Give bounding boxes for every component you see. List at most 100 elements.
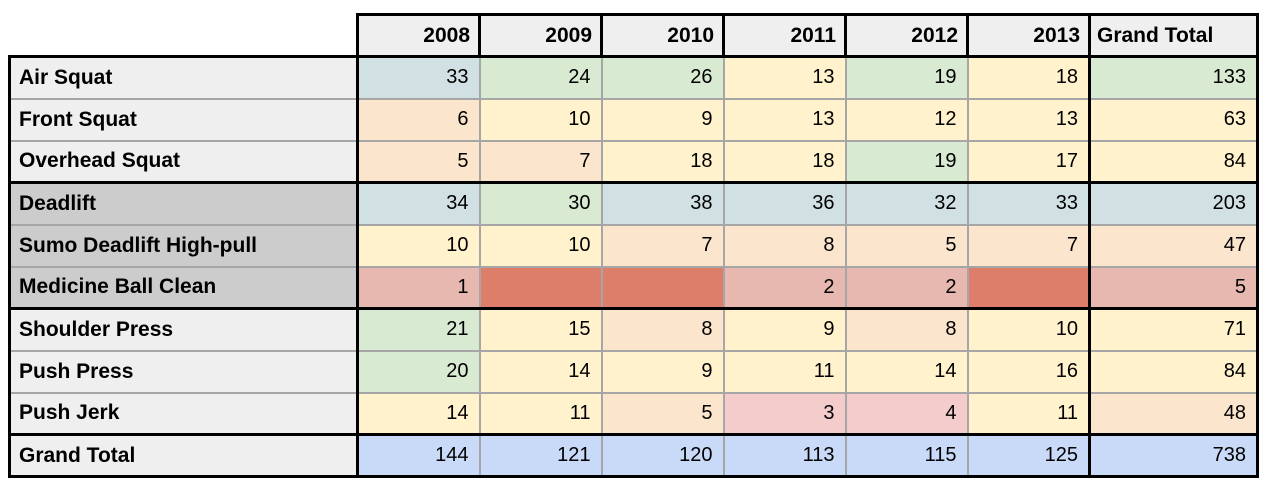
data-cell[interactable]: 20 <box>356 349 481 394</box>
data-cell[interactable] <box>600 265 725 310</box>
data-cell[interactable]: 115 <box>844 433 969 478</box>
table-header-row: 2008 2009 2010 2011 2012 2013 Grand Total <box>9 13 1259 58</box>
data-cell[interactable]: 14 <box>356 391 481 436</box>
data-cell[interactable]: 9 <box>722 307 847 352</box>
data-cell[interactable]: 9 <box>600 349 725 394</box>
data-cell[interactable]: 2 <box>722 265 847 310</box>
table-row: Deadlift 34 30 38 36 32 33 203 <box>8 181 1259 226</box>
table-row: Front Squat 6 10 9 13 12 13 63 <box>8 97 1259 142</box>
data-cell[interactable]: 33 <box>966 181 1091 226</box>
data-cell[interactable]: 2 <box>844 265 969 310</box>
row-label[interactable]: Medicine Ball Clean <box>8 265 359 310</box>
data-cell[interactable]: 10 <box>478 97 603 142</box>
data-cell[interactable]: 7 <box>478 139 603 184</box>
data-cell[interactable]: 14 <box>478 349 603 394</box>
row-label[interactable]: Overhead Squat <box>8 139 359 184</box>
data-cell[interactable]: 13 <box>966 97 1091 142</box>
corner-cell <box>9 14 358 57</box>
data-cell[interactable]: 18 <box>600 139 725 184</box>
row-label[interactable]: Grand Total <box>8 433 359 478</box>
data-cell[interactable]: 10 <box>966 307 1091 352</box>
data-cell[interactable]: 8 <box>722 223 847 268</box>
data-cell[interactable]: 33 <box>356 55 481 100</box>
grand-total-cell[interactable]: 47 <box>1088 223 1259 268</box>
grand-total-cell[interactable]: 5 <box>1088 265 1259 310</box>
grand-total-cell[interactable]: 48 <box>1088 391 1259 436</box>
header-cell-year-2013[interactable]: 2013 <box>966 13 1091 58</box>
data-cell[interactable]: 4 <box>844 391 969 436</box>
data-cell[interactable]: 8 <box>844 307 969 352</box>
row-label[interactable]: Shoulder Press <box>8 307 359 352</box>
data-cell[interactable]: 19 <box>844 55 969 100</box>
header-cell-grand-total[interactable]: Grand Total <box>1088 13 1259 58</box>
data-cell[interactable]: 34 <box>356 181 481 226</box>
table-body: Air Squat 33 24 26 13 19 18 133 Front Squat 6 10 9 1… <box>8 55 1259 478</box>
data-cell[interactable]: 8 <box>600 307 725 352</box>
data-cell[interactable]: 5 <box>356 139 481 184</box>
data-cell[interactable]: 12 <box>844 97 969 142</box>
data-cell[interactable]: 1 <box>356 265 481 310</box>
header-cell-year-2011[interactable]: 2011 <box>722 13 847 58</box>
data-cell[interactable]: 7 <box>966 223 1091 268</box>
data-cell[interactable]: 21 <box>356 307 481 352</box>
data-cell[interactable]: 32 <box>844 181 969 226</box>
data-cell[interactable] <box>966 265 1091 310</box>
table-row: Medicine Ball Clean 1 2 2 5 <box>8 265 1259 310</box>
table-row: Grand Total 144 121 120 113 115 125 738 <box>8 433 1259 478</box>
data-cell[interactable]: 113 <box>722 433 847 478</box>
table-row: Overhead Squat 5 7 18 18 19 17 84 <box>8 139 1259 184</box>
data-cell[interactable]: 11 <box>722 349 847 394</box>
data-cell[interactable]: 26 <box>600 55 725 100</box>
row-label[interactable]: Sumo Deadlift High-pull <box>8 223 359 268</box>
data-cell[interactable]: 125 <box>966 433 1091 478</box>
data-cell[interactable]: 13 <box>722 97 847 142</box>
table-header: 2008 2009 2010 2011 2012 2013 Grand Total <box>9 13 1259 58</box>
grand-total-cell[interactable]: 133 <box>1088 55 1259 100</box>
table-row: Sumo Deadlift High-pull 10 10 7 8 5 7 47 <box>8 223 1259 268</box>
data-cell[interactable]: 120 <box>600 433 725 478</box>
data-cell[interactable]: 7 <box>600 223 725 268</box>
data-cell[interactable] <box>478 265 603 310</box>
data-cell[interactable]: 18 <box>966 55 1091 100</box>
row-label[interactable]: Air Squat <box>8 55 359 100</box>
grand-total-cell[interactable]: 63 <box>1088 97 1259 142</box>
header-cell-year-2009[interactable]: 2009 <box>478 13 603 58</box>
data-cell[interactable]: 19 <box>844 139 969 184</box>
exercise-year-pivot-table: 2008 2009 2010 2011 2012 2013 Grand Total Air … <box>8 13 1259 478</box>
grand-total-cell[interactable]: 71 <box>1088 307 1259 352</box>
data-cell[interactable]: 11 <box>966 391 1091 436</box>
row-label[interactable]: Front Squat <box>8 97 359 142</box>
grand-total-cell[interactable]: 738 <box>1088 433 1259 478</box>
header-cell-year-2008[interactable]: 2008 <box>356 13 481 58</box>
row-label[interactable]: Deadlift <box>8 181 359 226</box>
data-cell[interactable]: 15 <box>478 307 603 352</box>
grand-total-cell[interactable]: 84 <box>1088 349 1259 394</box>
data-cell[interactable]: 11 <box>478 391 603 436</box>
data-cell[interactable]: 121 <box>478 433 603 478</box>
pivot-table-container: 2008 2009 2010 2011 2012 2013 Grand Total Air … <box>8 13 1259 478</box>
data-cell[interactable]: 10 <box>478 223 603 268</box>
data-cell[interactable]: 5 <box>844 223 969 268</box>
grand-total-cell[interactable]: 203 <box>1088 181 1259 226</box>
data-cell[interactable]: 9 <box>600 97 725 142</box>
data-cell[interactable]: 144 <box>356 433 481 478</box>
data-cell[interactable]: 13 <box>722 55 847 100</box>
data-cell[interactable]: 3 <box>722 391 847 436</box>
header-cell-year-2010[interactable]: 2010 <box>600 13 725 58</box>
data-cell[interactable]: 24 <box>478 55 603 100</box>
table-row: Air Squat 33 24 26 13 19 18 133 <box>8 55 1259 100</box>
row-label[interactable]: Push Press <box>8 349 359 394</box>
data-cell[interactable]: 30 <box>478 181 603 226</box>
data-cell[interactable]: 18 <box>722 139 847 184</box>
header-cell-year-2012[interactable]: 2012 <box>844 13 969 58</box>
row-label[interactable]: Push Jerk <box>8 391 359 436</box>
data-cell[interactable]: 10 <box>356 223 481 268</box>
data-cell[interactable]: 38 <box>600 181 725 226</box>
data-cell[interactable]: 5 <box>600 391 725 436</box>
data-cell[interactable]: 6 <box>356 97 481 142</box>
grand-total-cell[interactable]: 84 <box>1088 139 1259 184</box>
data-cell[interactable]: 14 <box>844 349 969 394</box>
data-cell[interactable]: 16 <box>966 349 1091 394</box>
data-cell[interactable]: 17 <box>966 139 1091 184</box>
data-cell[interactable]: 36 <box>722 181 847 226</box>
